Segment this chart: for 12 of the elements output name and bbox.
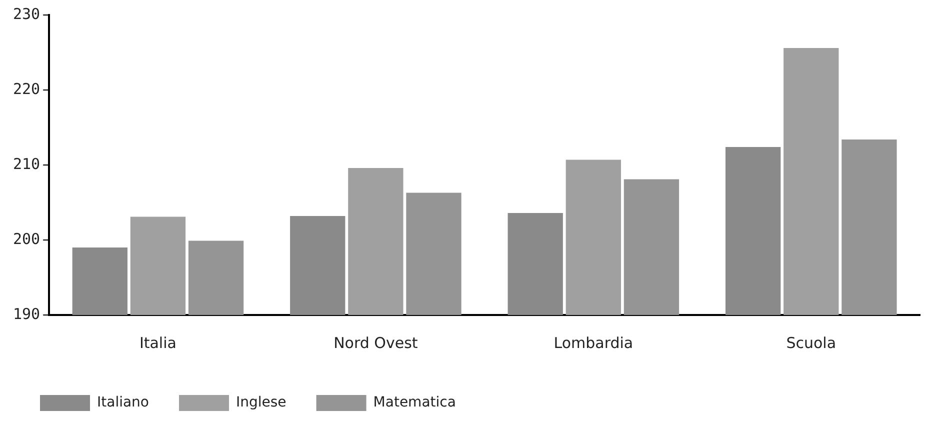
- y-tick-label: 200: [13, 230, 40, 248]
- y-tick-label: 190: [13, 304, 40, 323]
- legend-label: Italiano: [97, 394, 149, 411]
- y-tick-label: 210: [13, 154, 40, 173]
- legend-label: Matematica: [373, 394, 456, 411]
- x-tick-label: Lombardia: [554, 334, 634, 352]
- y-tick-label: 230: [13, 4, 40, 23]
- legend-label: Inglese: [236, 394, 286, 411]
- x-tick-label: Italia: [139, 334, 176, 352]
- x-tick-label: Nord Ovest: [334, 334, 418, 352]
- y-tick-label: 220: [13, 80, 40, 98]
- x-tick-label: Scuola: [786, 334, 836, 352]
